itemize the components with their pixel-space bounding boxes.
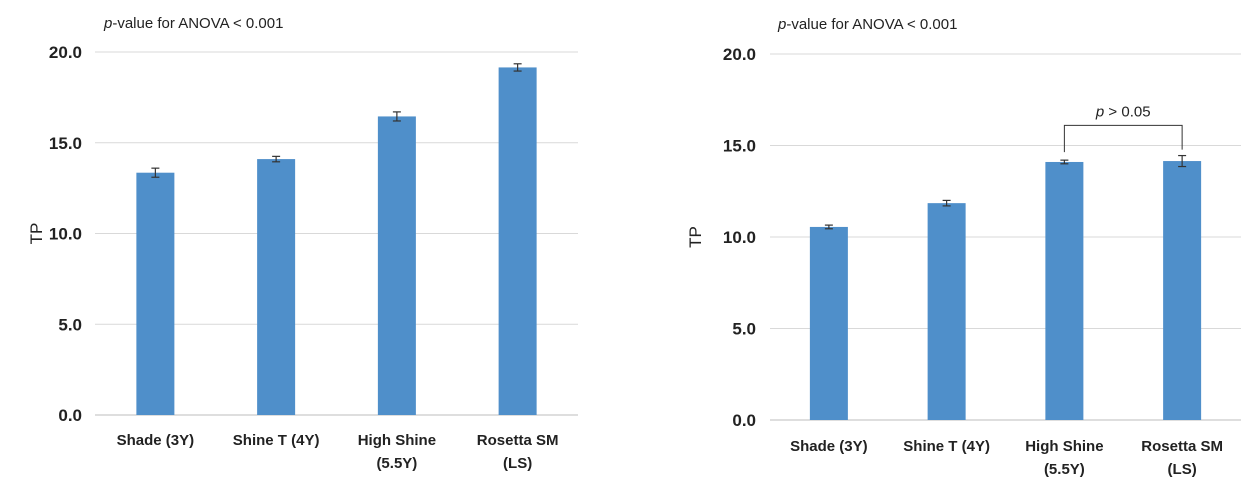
left-bar-chart: p-value for ANOVA < 0.001 0.0 5.0 10.0 15.0 2… [27,15,578,472]
x-tick-label: Shade (3Y) [790,438,868,455]
y-tick-label: 15.0 [49,134,82,153]
x-tick-label: Shine T (4Y) [233,432,320,449]
right-chart-panel: p-value for ANOVA < 0.001 0.0 5.0 10.0 15.0 2… [620,0,1241,483]
x-tick-label: (LS) [1168,461,1197,478]
bar [1045,161,1084,420]
bar [257,159,296,415]
y-axis-label: TP [686,226,705,248]
x-tick-label: Shade (3Y) [117,432,195,449]
x-tick-label: Shine T (4Y) [903,438,990,455]
bar [136,172,175,415]
y-tick-label: 0.0 [732,411,756,430]
anova-note: p-value for ANOVA < 0.001 [777,16,957,33]
significance-bracket [1063,124,1183,153]
x-tick-label: (5.5Y) [376,455,417,472]
y-tick-label: 10.0 [49,225,82,244]
x-tick-label: High Shine [1025,438,1103,455]
x-tick-label: (LS) [503,455,532,472]
left-chart-panel: p-value for ANOVA < 0.001 0.0 5.0 10.0 15.0 2… [0,0,620,483]
bar [927,203,966,420]
y-tick-label: 20.0 [49,43,82,62]
y-axis-label: TP [27,223,46,245]
y-tick-label: 5.0 [732,320,756,339]
right-bar-chart: p-value for ANOVA < 0.001 0.0 5.0 10.0 15.0 2… [686,16,1241,478]
y-tick-label: 15.0 [723,137,756,156]
x-tick-label: Rosetta SM [1141,438,1223,455]
x-tick-label: Rosetta SM [477,432,559,449]
bar [1163,161,1202,420]
significance-label: p > 0.05 [1095,103,1151,120]
x-tick-label: High Shine [358,432,436,449]
bar [809,226,848,420]
y-tick-label: 5.0 [58,315,82,334]
x-tick-label: (5.5Y) [1044,461,1085,478]
y-tick-label: 10.0 [723,228,756,247]
y-tick-label: 20.0 [723,45,756,64]
bar [498,67,537,416]
y-tick-label: 0.0 [58,406,82,425]
bar [377,116,416,416]
anova-note: p-value for ANOVA < 0.001 [103,15,283,32]
